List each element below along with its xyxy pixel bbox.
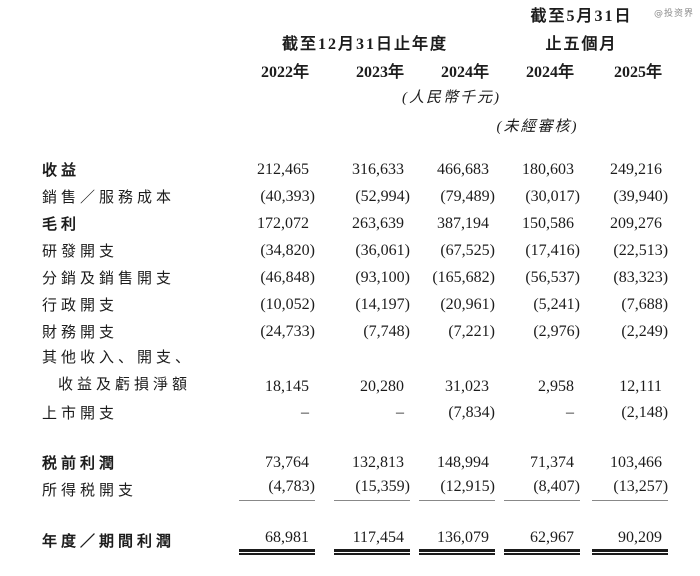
row-label: 上市開支: [42, 406, 119, 422]
year-column-2025-interim: 2025年: [614, 63, 663, 81]
value-cell: 172,072: [257, 214, 309, 232]
value-cell: (79,489): [440, 187, 495, 205]
value-cell: 68,981: [235, 527, 315, 555]
value-cell: 2,958: [538, 378, 574, 395]
row-distribution-selling-expenses: 分銷及銷售開支 (46,848) (93,100) (165,682) (56,…: [0, 264, 668, 291]
value-cell: 62,967: [495, 527, 580, 555]
value-cell: (34,820): [260, 241, 315, 259]
value-cell: 20,280: [360, 378, 404, 395]
year-column-2022: 2022年: [260, 63, 309, 81]
interim-period-header-line2: 止五個月: [545, 36, 618, 53]
row-cost-of-sales-services: 銷售／服務成本 (40,393) (52,994) (79,489) (30,0…: [0, 183, 668, 210]
row-listing-expenses: 上市開支 – – (7,834) – (2,148): [0, 399, 668, 426]
row-profit-before-tax: 税前利潤 73,764 132,813 148,994 71,374 103,4…: [0, 449, 668, 476]
row-label: 行政開支: [42, 298, 119, 314]
value-cell: (7,834): [448, 403, 495, 421]
value-cell: (93,100): [355, 268, 410, 286]
value-cell: 209,276: [610, 214, 663, 232]
value-cell: (67,525): [440, 241, 495, 259]
value-cell: (10,052): [260, 295, 315, 313]
year-column-2024: 2024年: [440, 63, 489, 81]
value-cell: (7,221): [448, 322, 495, 340]
value-cell: (2,249): [621, 322, 669, 340]
value-cell: 18,145: [265, 378, 309, 395]
value-cell: (83,323): [613, 268, 669, 286]
row-label: 所得税開支: [42, 483, 138, 499]
value-cell: 387,194: [437, 214, 489, 232]
interim-period-header-line1: 截至5月31日: [530, 8, 633, 25]
row-label: 分銷及銷售開支: [42, 271, 176, 287]
annual-period-header: 截至12月31日止年度: [281, 36, 448, 53]
value-cell: 466,683: [437, 160, 489, 178]
row-rd-expenses: 研發開支 (34,820) (36,061) (67,525) (17,416)…: [0, 237, 668, 264]
value-cell: (13,257): [580, 476, 669, 503]
value-cell: 31,023: [445, 378, 489, 395]
value-cell: 180,603: [522, 160, 574, 178]
value-cell: (5,241): [533, 295, 580, 313]
value-cell: (39,940): [613, 187, 669, 205]
value-cell: (15,359): [315, 476, 410, 503]
value-cell: (7,748): [363, 322, 410, 340]
year-column-2023: 2023年: [355, 63, 404, 81]
row-revenue: 收益 212,465 316,633 466,683 180,603 249,2…: [0, 156, 668, 183]
value-cell: (56,537): [525, 268, 580, 286]
row-label: 財務開支: [42, 325, 119, 341]
value-cell: (24,733): [260, 322, 315, 340]
value-cell: 117,454: [315, 527, 410, 555]
value-cell: 73,764: [265, 453, 309, 471]
value-cell: (8,407): [495, 476, 580, 503]
row-income-tax-expense: 所得税開支 (4,783) (15,359) (12,915) (8,407) …: [0, 476, 669, 503]
row-label: 毛利: [42, 217, 81, 233]
value-cell: (165,682): [432, 268, 495, 286]
value-cell: (7,688): [621, 295, 669, 313]
row-label: 税前利潤: [42, 456, 119, 472]
value-cell: (12,915): [410, 476, 495, 503]
value-cell: (36,061): [355, 241, 410, 259]
row-label-line2: 收益及虧損淨額: [58, 377, 192, 393]
value-cell: 90,209: [580, 527, 669, 555]
row-label-line1: 其他收入、開支、: [42, 350, 195, 366]
value-cell: 103,466: [610, 453, 663, 471]
value-cell: 132,813: [352, 453, 404, 471]
value-cell: –: [396, 403, 404, 421]
row-profit-for-year-period: 年度／期間利潤 68,981 117,454 136,079 62,967 90…: [0, 527, 669, 555]
value-cell: 263,639: [352, 214, 404, 232]
value-cell: 249,216: [610, 160, 663, 178]
value-cell: 212,465: [257, 160, 309, 178]
value-cell: (2,976): [533, 322, 580, 340]
value-cell: (30,017): [525, 187, 580, 205]
row-label: 年度／期間利潤: [42, 534, 176, 550]
row-label: 其他收入、開支、 收益及虧損淨額: [0, 345, 235, 399]
value-cell: 316,633: [352, 160, 404, 178]
value-cell: –: [566, 403, 574, 421]
value-cell: (52,994): [355, 187, 410, 205]
value-cell: (4,783): [235, 476, 315, 503]
unaudited-note: (未經審核): [496, 118, 579, 135]
currency-unit-note: (人民幣千元): [402, 90, 501, 106]
value-cell: 148,994: [437, 453, 489, 471]
row-finance-costs: 財務開支 (24,733) (7,748) (7,221) (2,976) (2…: [0, 318, 668, 345]
row-other-income-expenses-gains-losses-net: 其他收入、開支、 收益及虧損淨額 18,145 20,280 31,023 2,…: [0, 345, 668, 399]
value-cell: (40,393): [260, 187, 315, 205]
value-cell: (2,148): [621, 403, 669, 421]
value-cell: (20,961): [440, 295, 495, 313]
value-cell: (17,416): [525, 241, 580, 259]
year-column-2024-interim: 2024年: [525, 63, 574, 81]
row-label: 銷售／服務成本: [42, 190, 176, 206]
value-cell: 150,586: [522, 214, 574, 232]
value-cell: (22,513): [613, 241, 669, 259]
row-label: 收益: [42, 163, 81, 179]
value-cell: 71,374: [530, 453, 574, 471]
row-label: 研發開支: [42, 244, 119, 260]
row-admin-expenses: 行政開支 (10,052) (14,197) (20,961) (5,241) …: [0, 291, 668, 318]
income-statement-table: 截至5月31日 截至12月31日止年度 止五個月 2022年 2023年 202…: [0, 8, 669, 555]
watermark: @投资界: [653, 9, 694, 19]
value-cell: (46,848): [260, 268, 315, 286]
row-gross-profit: 毛利 172,072 263,639 387,194 150,586 209,2…: [0, 210, 668, 237]
value-cell: –: [301, 403, 309, 421]
value-cell: 12,111: [619, 378, 663, 395]
value-cell: (14,197): [355, 295, 410, 313]
value-cell: 136,079: [410, 527, 495, 555]
